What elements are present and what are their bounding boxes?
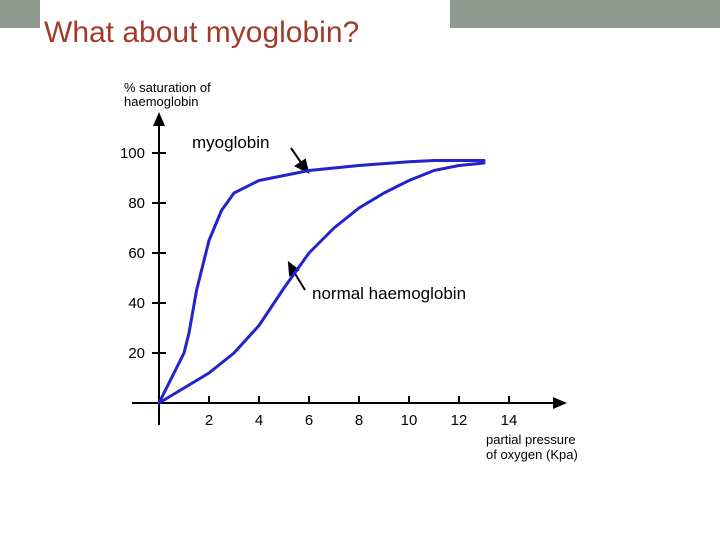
x-tick-label: 6 — [305, 412, 313, 429]
x-tick-label: 10 — [401, 412, 418, 429]
y-axis-label: % saturation of — [124, 80, 211, 95]
arrow — [293, 271, 306, 291]
arrow — [290, 147, 303, 165]
x-axis-arrow — [553, 397, 567, 409]
x-tick-label: 12 — [451, 412, 468, 429]
y-tick-label: 60 — [128, 245, 145, 262]
annotation: myoglobin — [192, 133, 270, 152]
title-backing — [40, 0, 450, 28]
x-tick-label: 8 — [355, 412, 363, 429]
arrowhead — [294, 158, 310, 174]
y-axis-label: haemoglobin — [124, 94, 198, 109]
curve — [157, 161, 486, 405]
y-axis-arrow — [153, 112, 165, 126]
annotation-arrows — [287, 147, 310, 291]
x-tick-label: 14 — [501, 412, 518, 429]
annotation: normal haemoglobin — [312, 284, 466, 303]
y-tick-label: 40 — [128, 295, 145, 312]
x-tick-label: 2 — [205, 412, 213, 429]
y-tick-label: 80 — [128, 195, 145, 212]
x-axis-label: of oxygen (Kpa) — [486, 447, 578, 462]
x-tick-label: 4 — [255, 412, 263, 429]
x-axis-label: partial pressure — [486, 432, 576, 447]
y-tick-label: 100 — [120, 145, 145, 162]
curve — [157, 159, 486, 405]
y-tick-label: 20 — [128, 345, 145, 362]
slide-title: What about myoglobin? — [44, 16, 359, 49]
